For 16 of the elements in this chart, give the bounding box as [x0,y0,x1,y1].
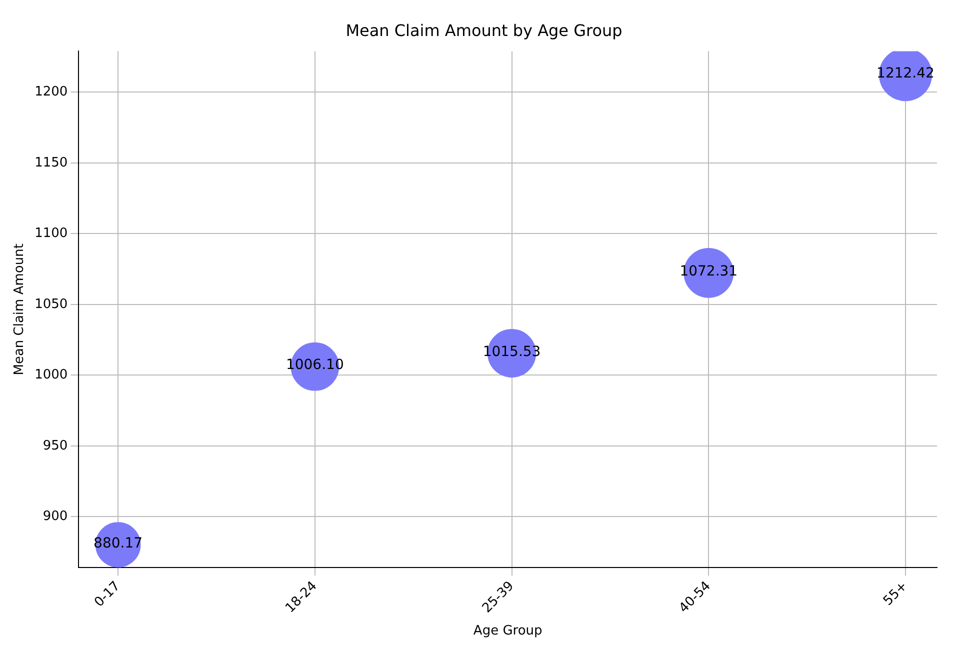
y-tick-label: 1050 [34,296,68,312]
data-label: 1072.31 [680,264,738,280]
data-label: 1212.42 [876,65,934,82]
data-label: 1006.10 [286,357,344,374]
chart-title: Mean Claim Amount by Age Group [346,20,622,40]
y-tick-label: 1000 [34,368,68,383]
y-tick-label: 950 [42,438,68,454]
x-tick-label: 55+ [880,578,911,609]
y-tick-label: 1150 [34,155,68,170]
data-label: 880.17 [94,535,143,552]
y-tick-label: 900 [42,509,68,524]
x-axis-title: Age Group [473,624,542,639]
data-label: 1015.53 [482,344,541,360]
y-axis-title: Mean Claim Amount [12,244,28,376]
y-tick-label: 1200 [34,84,68,100]
y-tick-label: 1100 [34,226,68,242]
